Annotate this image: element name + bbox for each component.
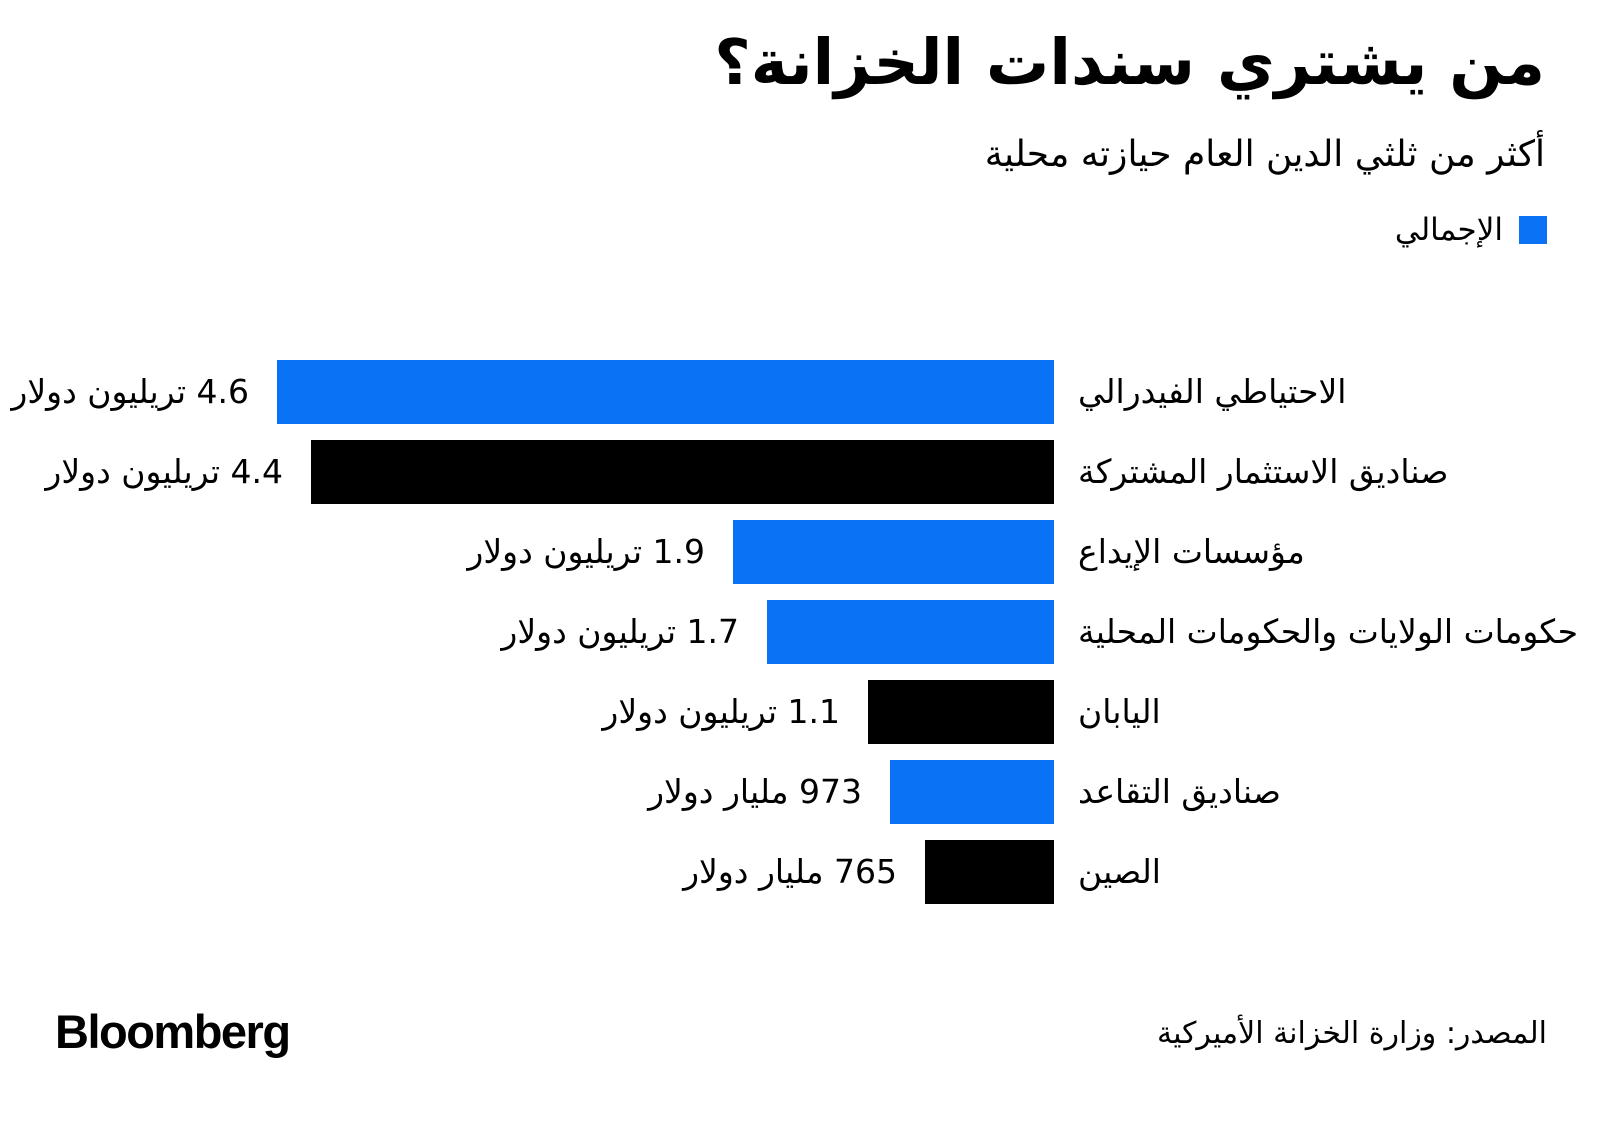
bar-value-label: 1.1 تريليون دولار — [602, 692, 840, 731]
bar — [311, 440, 1054, 504]
bar-category-label: الصين — [1078, 852, 1161, 891]
bar — [890, 760, 1054, 824]
bar-value-label: 1.9 تريليون دولار — [467, 532, 705, 571]
bar-value-label: 4.4 تريليون دولار — [45, 452, 283, 491]
bar-value-label: 765 مليار دولار — [683, 852, 897, 891]
bar-category-label: صناديق التقاعد — [1078, 772, 1281, 811]
bar-category-label: مؤسسات الإيداع — [1078, 532, 1305, 571]
bar-value-label: 973 مليار دولار — [648, 772, 862, 811]
bar-category-label: حكومات الولايات والحكومات المحلية — [1078, 612, 1579, 651]
bar — [277, 360, 1054, 424]
bar-category-label: صناديق الاستثمار المشتركة — [1078, 452, 1449, 491]
bar — [925, 840, 1054, 904]
chart-subtitle: أكثر من ثلثي الدين العام حيازته محلية — [984, 134, 1545, 175]
bar-value-label: 1.7 تريليون دولار — [501, 612, 739, 651]
bar — [767, 600, 1054, 664]
legend-label: الإجمالي — [1394, 212, 1503, 248]
bar — [868, 680, 1054, 744]
bloomberg-logo: Bloomberg — [55, 1005, 291, 1058]
bar — [733, 520, 1054, 584]
legend-swatch-icon — [1519, 216, 1547, 244]
bar-value-label: 4.6 تريليون دولار — [11, 372, 249, 411]
chart-title: من يشتري سندات الخزانة؟ — [714, 26, 1545, 99]
bar-category-label: اليابان — [1078, 692, 1161, 731]
source-note: المصدر: وزارة الخزانة الأميركية — [1157, 1016, 1547, 1051]
legend: الإجمالي — [1395, 212, 1547, 248]
bar-category-label: الاحتياطي الفيدرالي — [1078, 372, 1347, 411]
